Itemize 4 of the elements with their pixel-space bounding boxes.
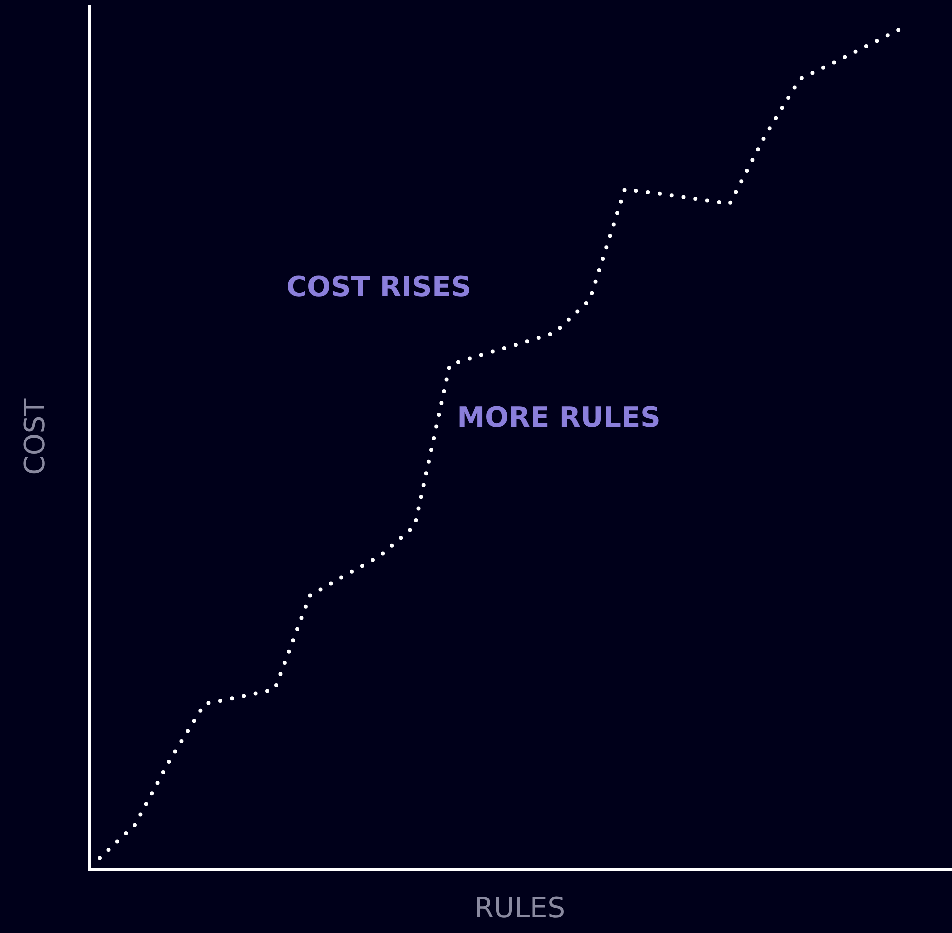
y-axis-title: COST bbox=[18, 398, 52, 476]
annotation: COST RISES bbox=[286, 270, 472, 304]
x-axis-title: RULES bbox=[474, 891, 566, 924]
annotation: MORE RULES bbox=[457, 401, 661, 434]
